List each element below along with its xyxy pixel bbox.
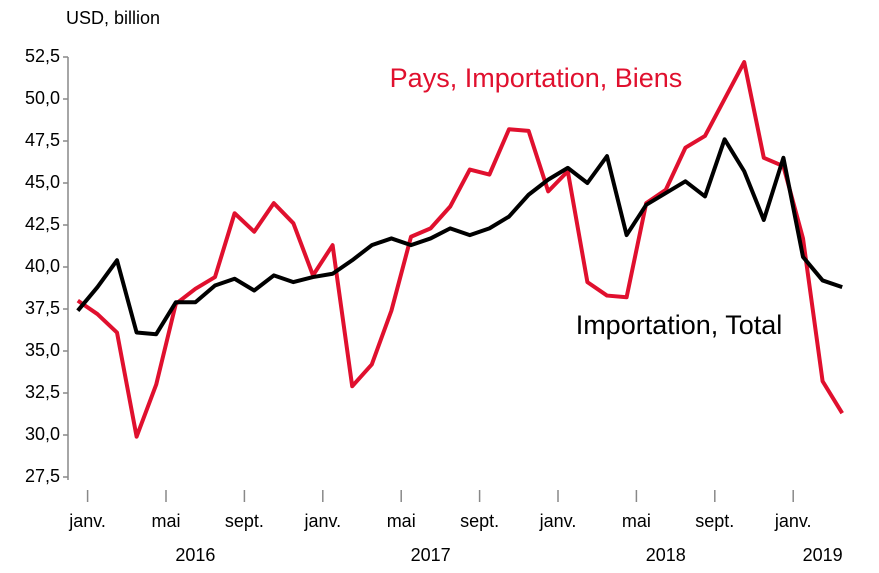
y-tick-label: 35,0 (25, 340, 60, 360)
y-tick-label: 45,0 (25, 172, 60, 192)
x-tick-label: janv. (68, 511, 106, 531)
series-label: Importation, Total (576, 310, 783, 340)
x-tick-label: janv. (303, 511, 341, 531)
series-label: Pays, Importation, Biens (390, 63, 683, 93)
year-label: 2017 (411, 545, 451, 565)
y-tick-label: 50,0 (25, 88, 60, 108)
y-tick-label: 37,5 (25, 298, 60, 318)
x-tick-label: sept. (460, 511, 499, 531)
x-tick-label: mai (387, 511, 416, 531)
x-tick-label: mai (151, 511, 180, 531)
unit-label: USD, billion (66, 8, 160, 28)
x-tick-label: janv. (539, 511, 577, 531)
year-label: 2018 (646, 545, 686, 565)
series-line (76, 60, 844, 439)
y-tick-label: 27,5 (25, 466, 60, 486)
x-tick-label: mai (622, 511, 651, 531)
y-tick-label: 52,5 (25, 46, 60, 66)
y-tick-label: 47,5 (25, 130, 60, 150)
series-line (76, 137, 843, 337)
y-tick-label: 40,0 (25, 256, 60, 276)
x-tick-label: sept. (225, 511, 264, 531)
x-tick-label: janv. (774, 511, 812, 531)
y-tick-label: 30,0 (25, 424, 60, 444)
x-tick-label: sept. (695, 511, 734, 531)
y-tick-label: 32,5 (25, 382, 60, 402)
year-label: 2019 (803, 545, 843, 565)
year-label: 2016 (175, 545, 215, 565)
y-tick-label: 42,5 (25, 214, 60, 234)
